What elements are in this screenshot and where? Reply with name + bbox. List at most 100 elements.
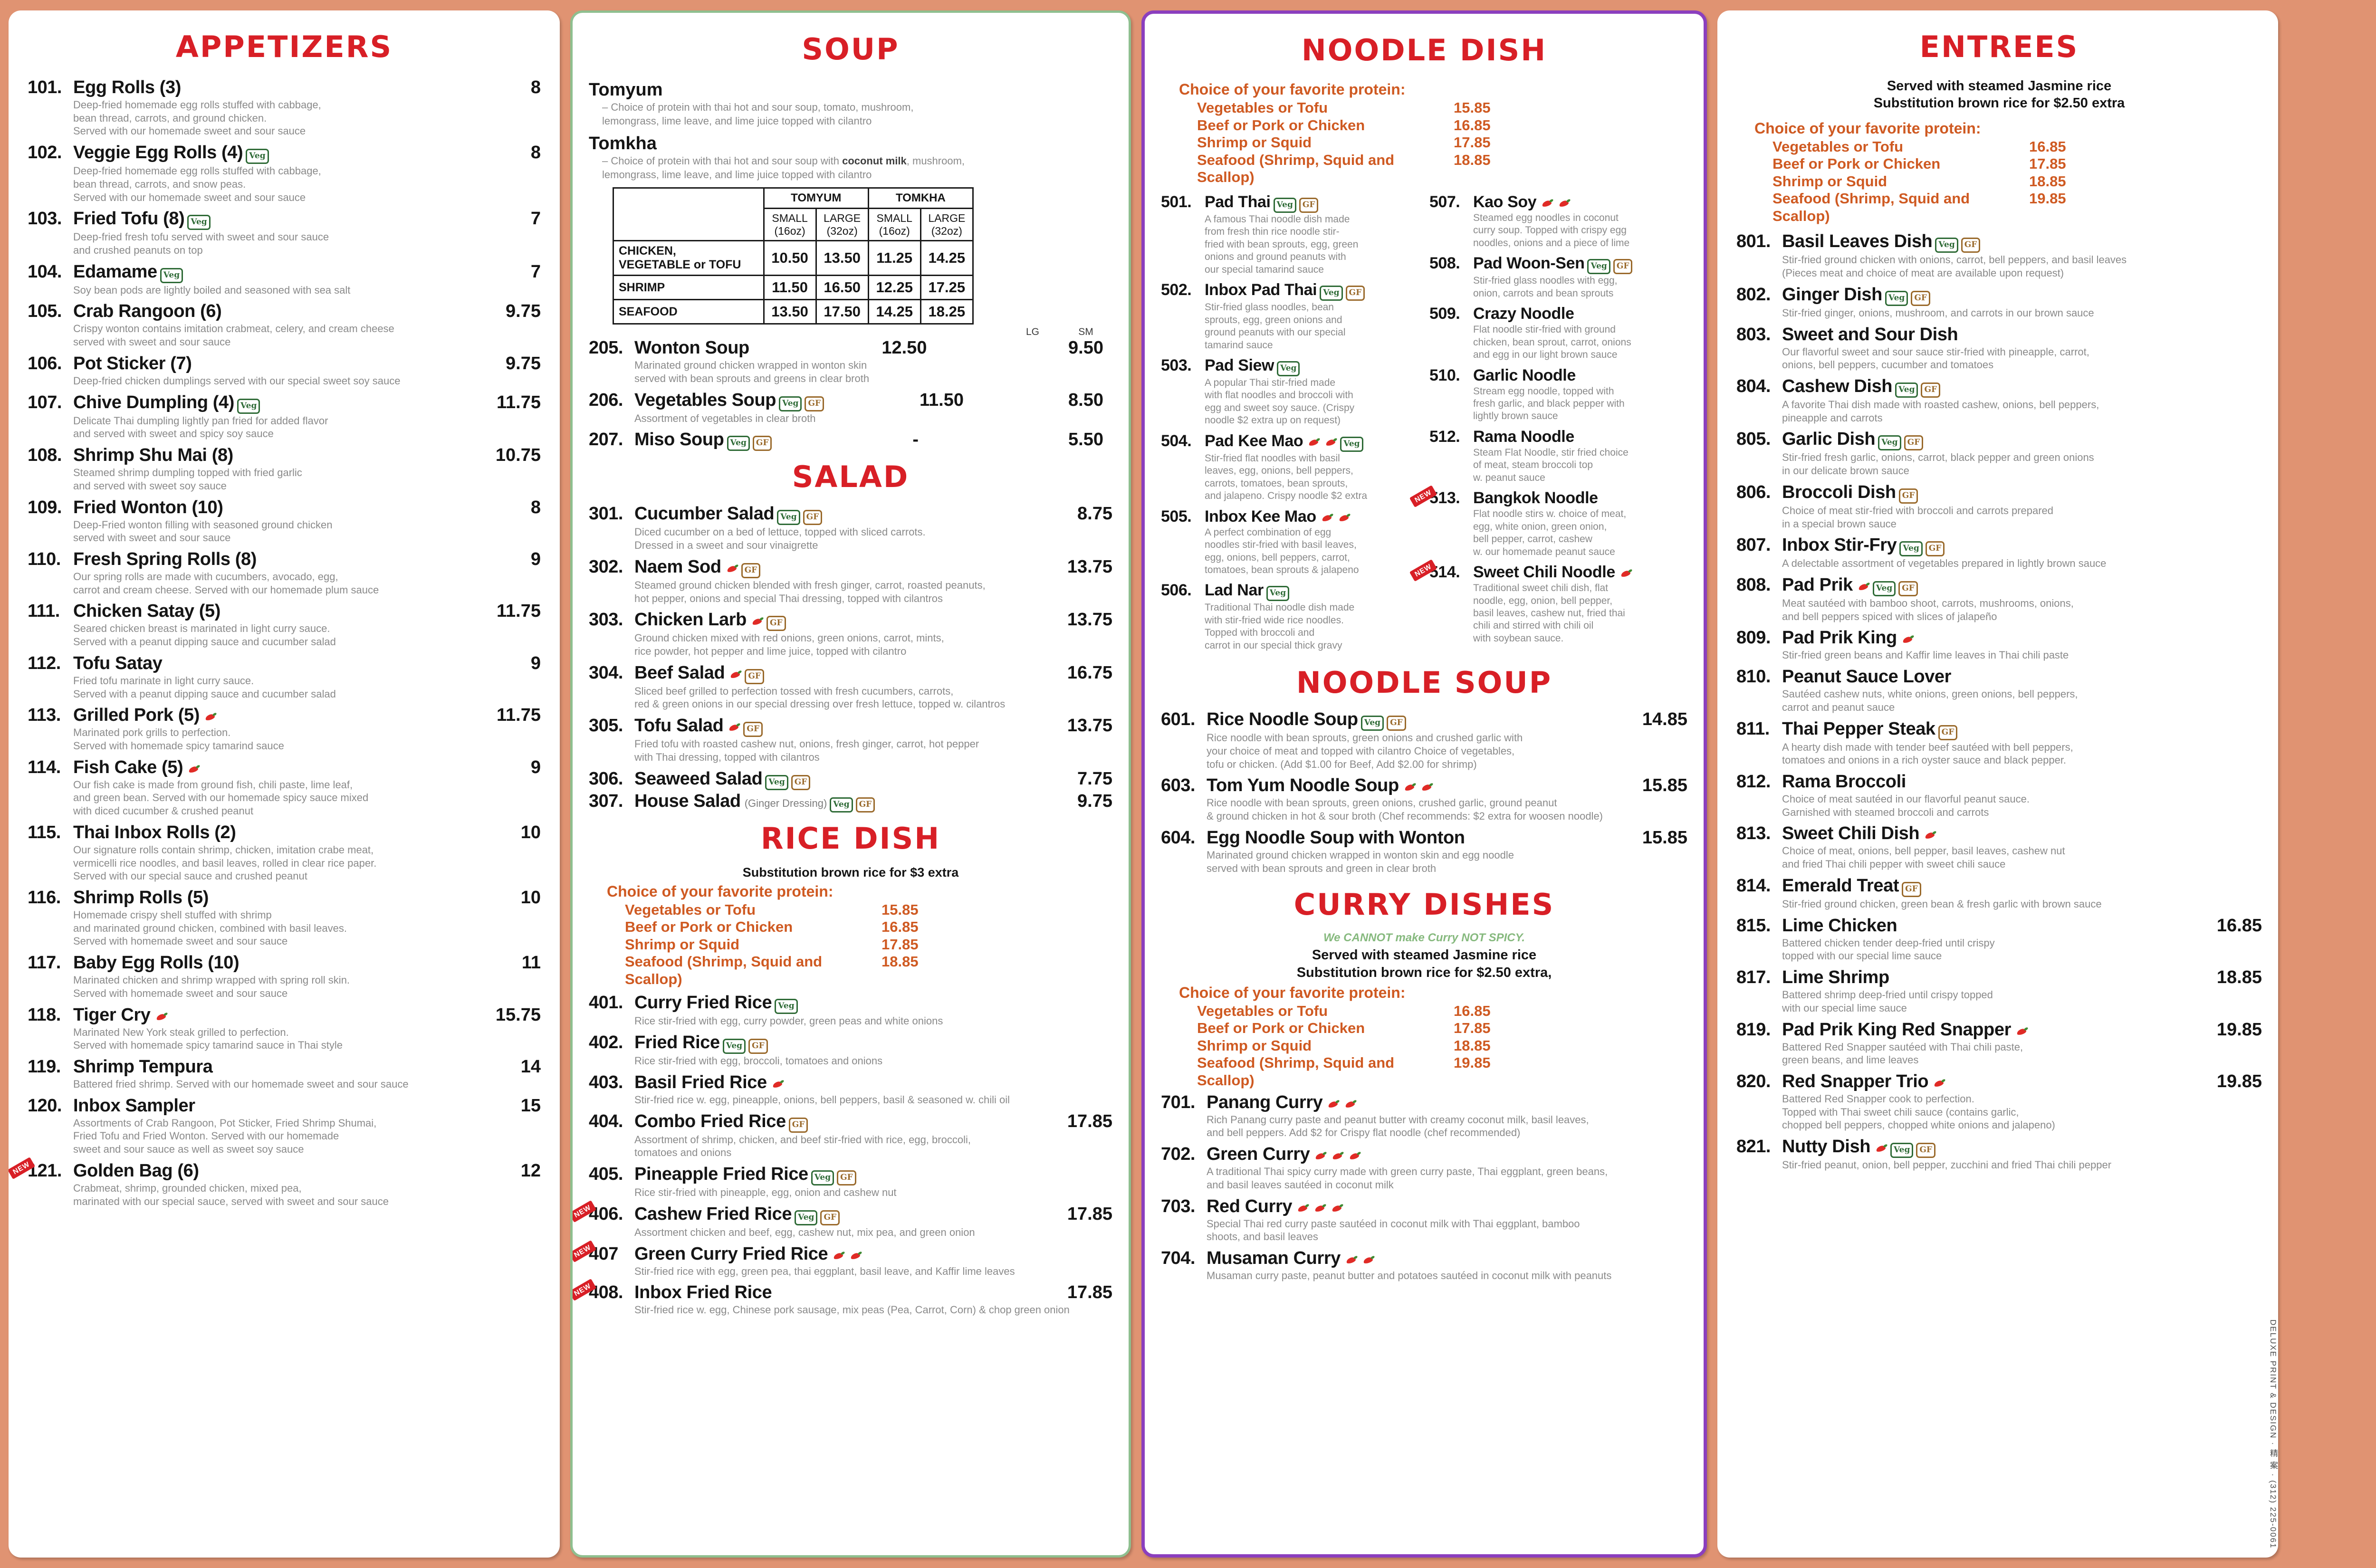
menu-item[interactable]: 805. Garlic Dish Veg GF Stir-fried fresh gar…: [1736, 429, 2262, 481]
menu-item[interactable]: 820. Red Snapper Trio 19.85 Battered Red Sn…: [1736, 1071, 2262, 1136]
menu-item[interactable]: 114. Fish Cake (5) 9 Our fish cake is made …: [28, 757, 541, 822]
menu-item[interactable]: 504. Pad Kee Mao Veg Stir-fried flat noodle…: [1161, 432, 1419, 507]
menu-item[interactable]: 502. Inbox Pad Thai Veg GF Stir-fried glass …: [1161, 281, 1419, 355]
menu-item[interactable]: 207. Miso Soup Veg GF - 5.50: [589, 430, 1112, 451]
menu-item[interactable]: 110. Fresh Spring Rolls (8) 9 Our spring ro…: [28, 549, 541, 600]
menu-item[interactable]: 118. Tiger Cry 15.75 Marinated New York ste…: [28, 1005, 541, 1056]
menu-item[interactable]: 104. Edamame Veg 7 Soy bean pods are lightly…: [28, 262, 541, 301]
menu-item[interactable]: NEW 407 Green Curry Fried Rice Stir-fried r…: [573, 1240, 1112, 1282]
item-number: 120.: [28, 1095, 62, 1116]
menu-item[interactable]: 113. Grilled Pork (5) 11.75 Marinated pork …: [28, 705, 541, 756]
menu-item[interactable]: 808. Pad Prik Veg GF Meat sautéed with bambo…: [1736, 575, 2262, 627]
protein-option-row[interactable]: Beef or Pork or Chicken 16.85: [625, 918, 1112, 936]
menu-item[interactable]: 301. Cucumber Salad Veg GF 8.75 Diced cucumbe…: [589, 504, 1112, 555]
menu-item[interactable]: 107. Chive Dumpling (4) Veg 11.75 Delicate T…: [28, 392, 541, 444]
menu-item[interactable]: 809. Pad Prik King Stir-fried green beans …: [1736, 628, 2262, 666]
menu-item[interactable]: 810. Peanut Sauce Lover Sautéed cashew nut…: [1736, 667, 2262, 717]
menu-item[interactable]: 510. Garlic Noodle Stream egg noodle, topp…: [1429, 366, 1687, 427]
protein-option-row[interactable]: Shrimp or Squid 17.85: [1197, 134, 1687, 152]
menu-item[interactable]: 403. Basil Fried Rice Stir-fried rice w. e…: [589, 1072, 1112, 1110]
menu-item[interactable]: 509. Crazy Noodle Flat noodle stir-fried w…: [1429, 305, 1687, 365]
menu-item[interactable]: 802. Ginger Dish Veg GF Stir-fried ginger, o…: [1736, 285, 2262, 324]
menu-item[interactable]: 702. Green Curry A traditional Thai spicy …: [1161, 1144, 1687, 1195]
protein-option-row[interactable]: Seafood (Shrimp, Squid and Scallop) 18.85: [625, 953, 1112, 988]
menu-item[interactable]: 821. Nutty Dish Veg GF Stir-fried peanut, on…: [1736, 1137, 2262, 1176]
menu-item[interactable]: 119. Shrimp Tempura 14 Battered fried shrim…: [28, 1057, 541, 1095]
menu-item[interactable]: 819. Pad Prik King Red Snapper 19.85 Batter…: [1736, 1020, 2262, 1071]
menu-item[interactable]: 815. Lime Chicken 16.85 Battered chicken te…: [1736, 916, 2262, 966]
menu-item[interactable]: 704. Musaman Curry Musaman curry paste, pe…: [1161, 1248, 1687, 1286]
menu-item[interactable]: 817. Lime Shrimp 18.85 Battered shrimp deep…: [1736, 967, 2262, 1018]
menu-item[interactable]: 102. Veggie Egg Rolls (4) Veg 8 Deep-fried h…: [28, 143, 541, 208]
protein-option-row[interactable]: Seafood (Shrimp, Squid and Scallop) 18.85: [1197, 152, 1687, 186]
menu-item[interactable]: 506. Lad Nar Veg Traditional Thai noodle di…: [1161, 581, 1419, 656]
menu-item[interactable]: 205. Wonton Soup 12.50 9.50 Marinated ground…: [589, 338, 1112, 389]
menu-item[interactable]: 404. Combo Fried Rice GF 17.85 Assortment of…: [589, 1111, 1112, 1163]
menu-item[interactable]: 306. Seaweed Salad Veg GF 7.75: [589, 769, 1112, 790]
menu-item[interactable]: 604. Egg Noodle Soup with Wonton 15.85 Mari…: [1161, 828, 1687, 879]
menu-item[interactable]: 603. Tom Yum Noodle Soup 15.85 Rice noodle …: [1161, 775, 1687, 826]
menu-item[interactable]: 701. Panang Curry Rich Panang curry paste …: [1161, 1092, 1687, 1143]
menu-item[interactable]: 501. Pad Thai Veg GF A famous Thai noodle di…: [1161, 193, 1419, 280]
protein-option-row[interactable]: Shrimp or Squid 18.85: [1772, 173, 2262, 191]
protein-option-row[interactable]: Vegetables or Tofu 15.85: [625, 901, 1112, 919]
menu-item[interactable]: 812. Rama Broccoli Choice of meat sautéed …: [1736, 772, 2262, 822]
menu-item[interactable]: 108. Shrimp Shu Mai (8) 10.75 Steamed shrim…: [28, 445, 541, 496]
menu-item[interactable]: 807. Inbox Stir-Fry Veg GF A delectable asso…: [1736, 535, 2262, 574]
menu-item[interactable]: 505. Inbox Kee Mao A perfect combination o…: [1161, 507, 1419, 581]
menu-item[interactable]: 303. Chicken Larb GF 13.75 Ground chicken mi…: [589, 610, 1112, 661]
menu-item[interactable]: 109. Fried Wonton (10) 8 Deep-Fried wonton …: [28, 497, 541, 548]
menu-item[interactable]: 401. Curry Fried Rice Veg Rice stir-fried w…: [589, 993, 1112, 1032]
menu-item[interactable]: NEW 408. Inbox Fried Rice 17.85 Stir-fried r…: [573, 1279, 1112, 1320]
menu-item[interactable]: 804. Cashew Dish Veg GF A favorite Thai dish…: [1736, 376, 2262, 428]
menu-item[interactable]: 801. Basil Leaves Dish Veg GF Stir-fried gro…: [1736, 231, 2262, 283]
menu-item[interactable]: 206. Vegetables Soup Veg GF 11.50 8.50 Assortm…: [589, 390, 1112, 429]
protein-option-row[interactable]: Vegetables or Tofu 16.85: [1772, 138, 2262, 156]
menu-item[interactable]: 811. Thai Pepper Steak GF A hearty dish mad…: [1736, 719, 2262, 771]
protein-option-row[interactable]: Beef or Pork or Chicken 16.85: [1197, 117, 1687, 134]
protein-option-row[interactable]: Shrimp or Squid 17.85: [625, 936, 1112, 954]
menu-item[interactable]: NEW 514. Sweet Chili Noodle Traditional swe…: [1409, 559, 1687, 649]
menu-item[interactable]: 601. Rice Noodle Soup Veg GF 14.85 Rice noodl…: [1161, 709, 1687, 774]
protein-option-row[interactable]: Beef or Pork or Chicken 17.85: [1197, 1020, 1687, 1037]
menu-item[interactable]: 512. Rama Noodle Steam Flat Noodle, stir f…: [1429, 428, 1687, 488]
item-number: 820.: [1736, 1071, 1771, 1091]
menu-item[interactable]: 503. Pad Siew Veg A popular Thai stir-fried…: [1161, 356, 1419, 431]
vegetarian-badge-icon: Veg: [246, 149, 269, 164]
menu-item[interactable]: 703. Red Curry Special Thai red curry past…: [1161, 1196, 1687, 1247]
menu-item[interactable]: 813. Sweet Chili Dish Choice of meat, onio…: [1736, 823, 2262, 874]
menu-item[interactable]: 402. Fried Rice Veg GF Rice stir-fried with …: [589, 1033, 1112, 1071]
menu-item[interactable]: 304. Beef Salad GF 16.75 Sliced beef grilled…: [589, 663, 1112, 715]
item-description: Battered fried shrimp. Served with our h…: [73, 1078, 409, 1090]
protein-option-row[interactable]: Vegetables or Tofu 15.85: [1197, 99, 1687, 117]
menu-item[interactable]: 803. Sweet and Sour Dish Our flavorful swe…: [1736, 325, 2262, 375]
menu-item[interactable]: 101. Egg Rolls (3) 8 Deep-fried homemade eg…: [28, 77, 541, 142]
menu-item[interactable]: 111. Chicken Satay (5) 11.75 Seared chicken…: [28, 601, 541, 652]
menu-item[interactable]: 307. House Salad (Ginger Dressing) Veg GF 9.7…: [589, 791, 1112, 813]
chili-pepper-icon: [1421, 784, 1433, 791]
menu-item[interactable]: 103. Fried Tofu (8) Veg 7 Deep-fried fresh t…: [28, 209, 541, 260]
menu-item[interactable]: NEW 513. Bangkok Noodle Flat noodle stirs w…: [1409, 485, 1687, 562]
menu-item[interactable]: 106. Pot Sticker (7) 9.75 Deep-fried chicke…: [28, 354, 541, 392]
menu-item[interactable]: 806. Broccoli Dish GF Choice of meat stir-f…: [1736, 482, 2262, 534]
gluten-free-badge-icon: GF: [805, 396, 824, 411]
menu-item[interactable]: 120. Inbox Sampler 15 Assortments of Crab R…: [28, 1096, 541, 1160]
menu-item[interactable]: NEW 406. Cashew Fried Rice Veg GF 17.85 Assort…: [573, 1200, 1112, 1243]
menu-item[interactable]: 302. Naem Sod GF 13.75 Steamed ground chicke…: [589, 557, 1112, 609]
protein-option-row[interactable]: Seafood (Shrimp, Squid and Scallop) 19.85: [1772, 190, 2262, 225]
menu-item[interactable]: 405. Pineapple Fried Rice Veg GF Rice stir-f…: [589, 1164, 1112, 1203]
menu-item[interactable]: 116. Shrimp Rolls (5) 10 Homemade crispy sh…: [28, 888, 541, 952]
menu-item[interactable]: 117. Baby Egg Rolls (10) 11 Marinated chick…: [28, 953, 541, 1004]
menu-item[interactable]: 508. Pad Woon-Sen Veg GF Stir-fried glass no…: [1429, 254, 1687, 304]
menu-item[interactable]: 305. Tofu Salad GF 13.75 Fried tofu with roa…: [589, 716, 1112, 767]
protein-option-row[interactable]: Beef or Pork or Chicken 17.85: [1772, 155, 2262, 173]
menu-item[interactable]: 507. Kao Soy Steamed egg noodles in coconu…: [1429, 193, 1687, 253]
menu-item[interactable]: NEW 121. Golden Bag (6) 12 Crabmeat, shrimp,…: [9, 1157, 541, 1212]
menu-item[interactable]: 814. Emerald Treat GF Stir-fried ground chi…: [1736, 876, 2262, 915]
protein-option-row[interactable]: Vegetables or Tofu 16.85: [1197, 1003, 1687, 1020]
menu-item[interactable]: 115. Thai Inbox Rolls (2) 10 Our signature …: [28, 822, 541, 887]
protein-option-row[interactable]: Seafood (Shrimp, Squid and Scallop) 19.85: [1197, 1054, 1687, 1089]
protein-option-row[interactable]: Shrimp or Squid 18.85: [1197, 1037, 1687, 1055]
menu-item[interactable]: 105. Crab Rangoon (6) 9.75 Crispy wonton co…: [28, 301, 541, 352]
menu-item[interactable]: 112. Tofu Satay 9 Fried tofu marinate in li…: [28, 653, 541, 704]
